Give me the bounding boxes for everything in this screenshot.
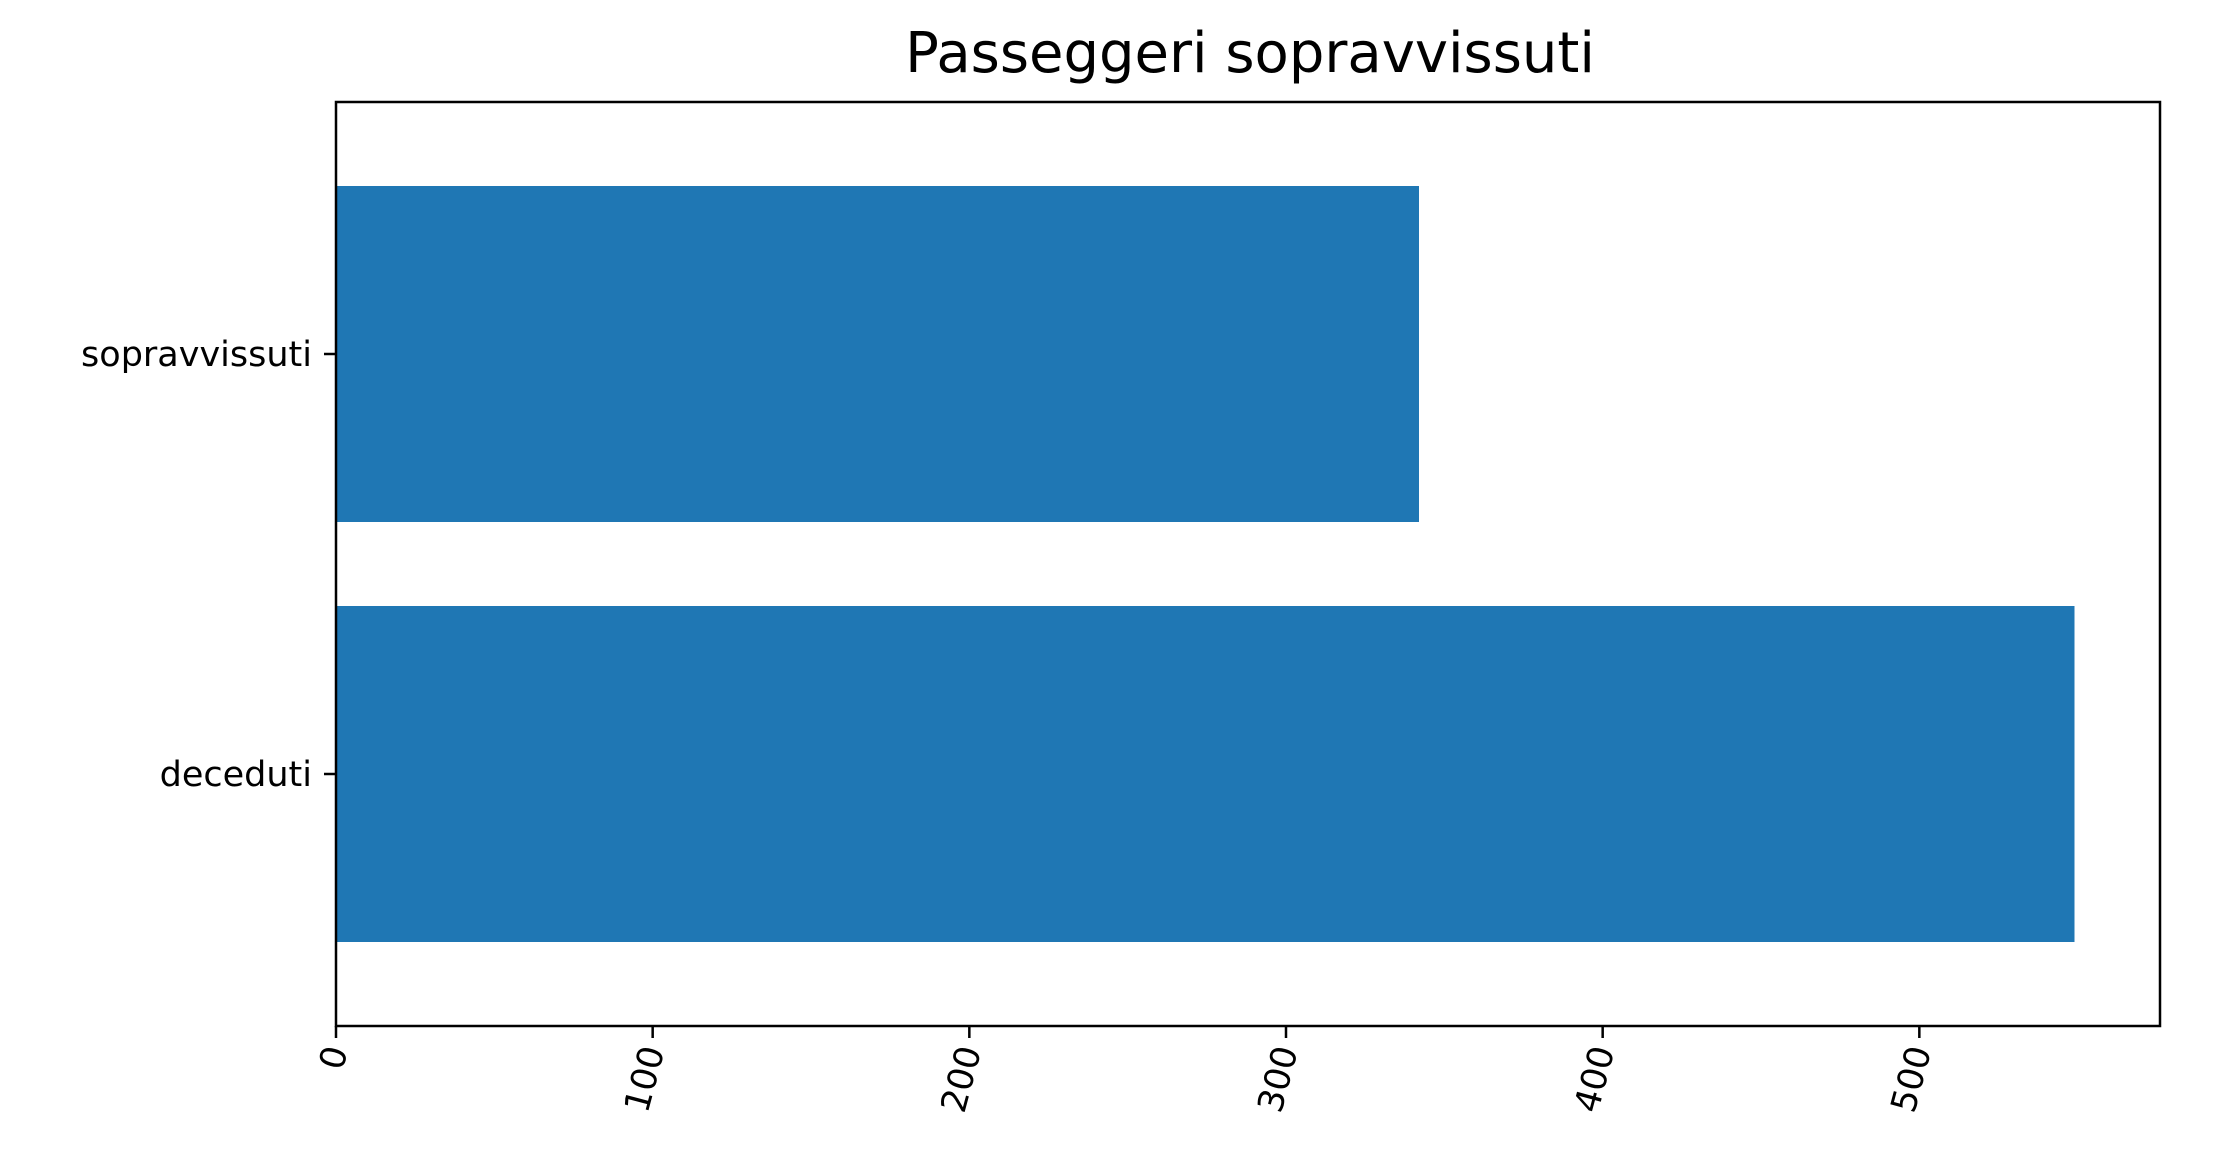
x-tick-label: 500 bbox=[1884, 1042, 1940, 1117]
y-axis: sopravvissuti deceduti bbox=[81, 335, 336, 795]
bar-deceduti bbox=[336, 606, 2075, 942]
x-axis: 0 100 200 300 400 500 bbox=[312, 1026, 1940, 1117]
x-tick-label: 400 bbox=[1567, 1042, 1623, 1117]
x-tick-label: 0 bbox=[312, 1042, 356, 1074]
y-tick-label: sopravvissuti bbox=[81, 335, 312, 375]
plot-frame bbox=[334, 100, 2162, 1028]
x-tick-label: 200 bbox=[934, 1042, 990, 1117]
bar-sopravvissuti bbox=[336, 186, 1419, 522]
x-tick-label: 100 bbox=[617, 1042, 673, 1117]
chart-title: Passeggeri sopravvissuti bbox=[905, 21, 1595, 86]
x-tick-label: 300 bbox=[1251, 1042, 1307, 1117]
y-tick-label: deceduti bbox=[160, 755, 312, 795]
bars-group bbox=[336, 186, 2075, 942]
